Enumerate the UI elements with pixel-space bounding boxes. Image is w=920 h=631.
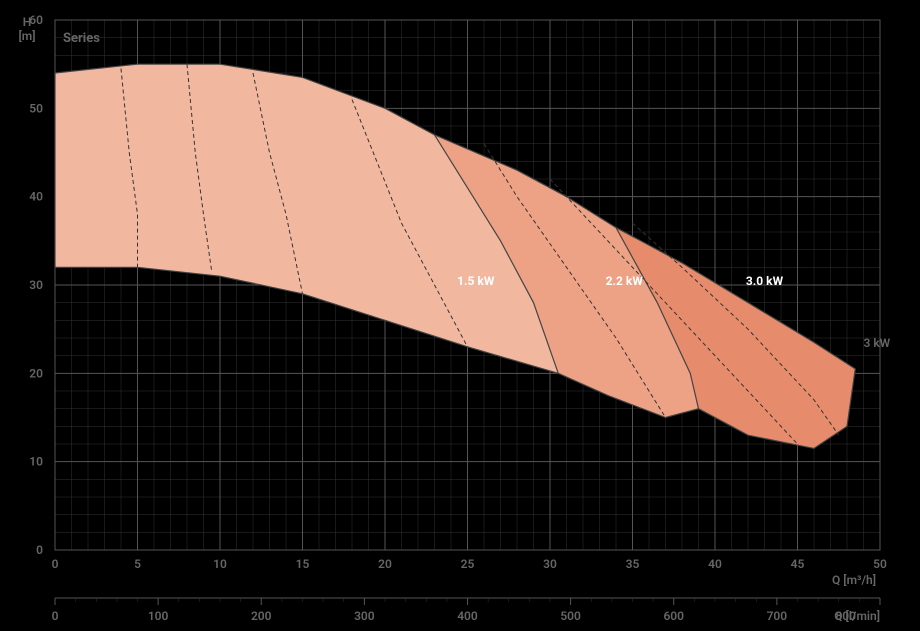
band-label: 1.5 kW xyxy=(457,274,495,288)
svg-text:100: 100 xyxy=(148,609,169,623)
svg-text:30: 30 xyxy=(543,557,557,571)
svg-text:400: 400 xyxy=(457,609,478,623)
svg-text:40: 40 xyxy=(708,557,722,571)
svg-text:40: 40 xyxy=(29,190,43,204)
svg-text:500: 500 xyxy=(560,609,581,623)
svg-text:50: 50 xyxy=(873,557,887,571)
svg-text:5: 5 xyxy=(134,557,141,571)
svg-text:300: 300 xyxy=(354,609,375,623)
svg-text:60: 60 xyxy=(29,13,43,27)
svg-text:3 kW: 3 kW xyxy=(864,336,891,350)
svg-text:15: 15 xyxy=(296,557,310,571)
svg-text:20: 20 xyxy=(378,557,392,571)
svg-text:50: 50 xyxy=(29,101,43,115)
svg-text:Q [m³/h]: Q [m³/h] xyxy=(832,572,876,587)
band-label: 3.0 kW xyxy=(746,274,784,288)
svg-text:[m]: [m] xyxy=(19,28,36,43)
svg-text:25: 25 xyxy=(461,557,475,571)
svg-text:0: 0 xyxy=(52,557,59,571)
pump-curve-chart: 1.5 kW2.2 kW3.0 kW3 kW0102030405060H[m]0… xyxy=(0,0,920,631)
svg-text:30: 30 xyxy=(29,278,43,292)
svg-text:600: 600 xyxy=(663,609,684,623)
svg-text:10: 10 xyxy=(29,455,43,469)
x2-unit-label: Q [l/min] xyxy=(834,608,880,623)
svg-text:20: 20 xyxy=(29,366,43,380)
svg-text:0: 0 xyxy=(36,543,43,557)
band-label: 2.2 kW xyxy=(606,274,644,288)
svg-text:H: H xyxy=(23,15,32,29)
svg-text:200: 200 xyxy=(251,609,272,623)
svg-text:10: 10 xyxy=(213,557,227,571)
svg-text:35: 35 xyxy=(626,557,640,571)
svg-text:0: 0 xyxy=(52,609,59,623)
svg-text:45: 45 xyxy=(791,557,805,571)
series-label: Series xyxy=(63,31,100,46)
chart-svg: 1.5 kW2.2 kW3.0 kW3 kW0102030405060H[m]0… xyxy=(0,0,920,631)
svg-text:700: 700 xyxy=(767,609,788,623)
